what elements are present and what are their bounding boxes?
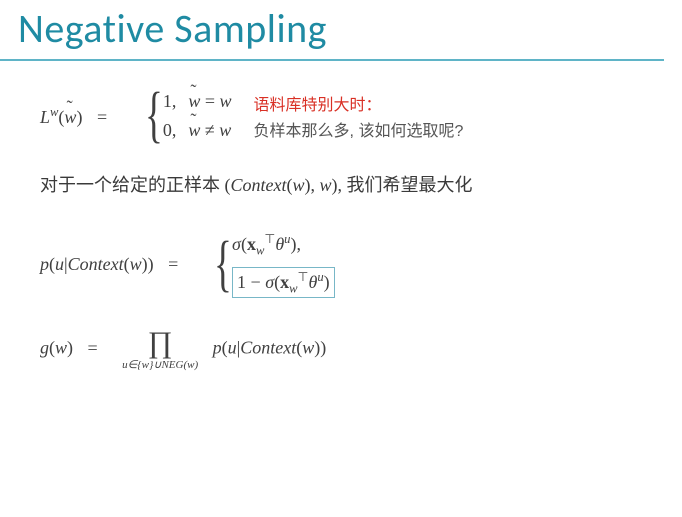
slide-body: Lw(w) = { 1, w = w 0, w ≠ w 语料库特别大时： 负样本… bbox=[0, 61, 682, 371]
annotation: 语料库特别大时： 负样本那么多, 该如何选取呢? bbox=[254, 91, 464, 141]
eq2-lhs: p(u|Context(w)) = bbox=[40, 254, 188, 275]
eq1-lhs: Lw(w) = bbox=[40, 105, 117, 128]
equation-1-row: Lw(w) = { 1, w = w 0, w ≠ w 语料库特别大时： 负样本… bbox=[40, 91, 642, 141]
eq1-cases: { 1, w = w 0, w ≠ w bbox=[139, 91, 231, 141]
slide-title: Negative Sampling bbox=[18, 4, 327, 53]
annotation-line1: 语料库特别大时： bbox=[254, 91, 464, 115]
product-symbol: ∏ u∈{w}∪NEG(w) bbox=[122, 328, 198, 371]
eq2-case2-boxed: 1 − σ(xw⊤θu) bbox=[232, 267, 335, 299]
equation-2-row: p(u|Context(w)) = { σ(xw⊤θu), 1 − σ(xw⊤θ… bbox=[40, 231, 642, 298]
paragraph: 对于一个给定的正样本 (Context(w), w), 我们希望最大化 bbox=[40, 171, 642, 197]
equation-3-row: g(w) = ∏ u∈{w}∪NEG(w) p(u|Context(w)) bbox=[40, 328, 642, 371]
annotation-line2: 负样本那么多, 该如何选取呢? bbox=[254, 117, 464, 141]
eq2-cases: { σ(xw⊤θu), 1 − σ(xw⊤θu) bbox=[208, 231, 334, 298]
